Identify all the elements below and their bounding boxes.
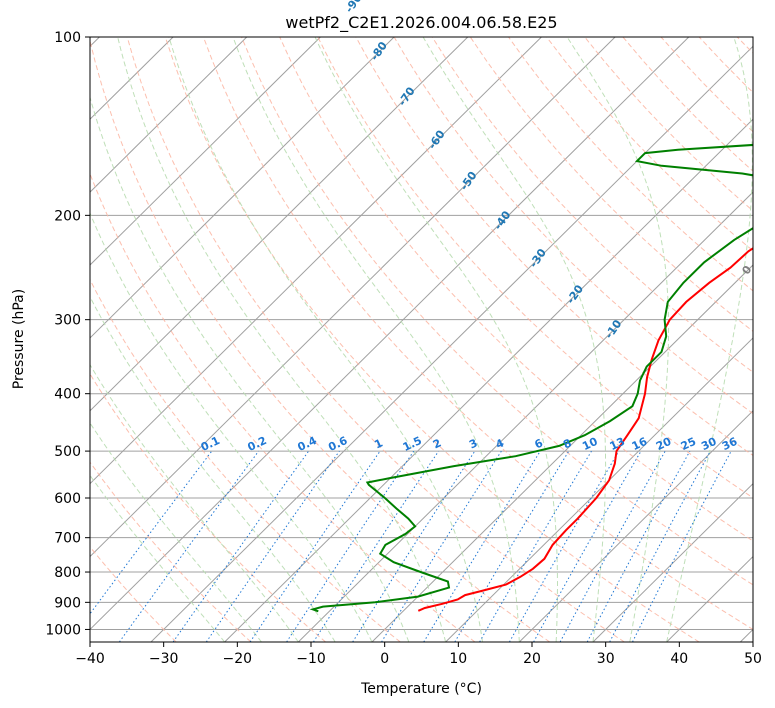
x-tick-label: −40 (75, 651, 105, 667)
y-tick-label: 900 (54, 595, 81, 611)
x-tick-label: 20 (523, 651, 541, 667)
x-tick-label: 10 (449, 651, 467, 667)
dry-adiabat-line (90, 461, 252, 642)
isotherm-line (518, 410, 753, 642)
moist-adiabat-line (90, 363, 299, 642)
dry-adiabat-line (469, 37, 753, 332)
chart-title: wetPf2_C2E1.2026.004.06.58.E25 (285, 13, 557, 33)
isotherm-line (150, 45, 753, 642)
y-axis-label: Pressure (hPa) (11, 289, 27, 389)
x-tick-label: 40 (670, 651, 688, 667)
y-tick-label: 1000 (45, 622, 81, 638)
isotherm-line (90, 37, 321, 266)
isotherm-line (90, 37, 616, 558)
isotherm-line (90, 37, 395, 339)
moist-adiabat-line (117, 37, 447, 642)
y-tick-label: 800 (54, 565, 81, 581)
y-tick-label: 200 (54, 208, 81, 224)
mixing-ratio-label: 13 (608, 435, 627, 453)
isotherm-line (297, 191, 753, 642)
x-tick-label: 50 (744, 651, 762, 667)
plot-frame (89, 36, 754, 643)
profile-lines (309, 143, 753, 613)
mixing-ratio-line (286, 450, 415, 642)
moist-adiabat-line (90, 295, 336, 642)
dry-adiabat-line (393, 37, 753, 415)
moist-adiabat-line (90, 211, 373, 642)
x-tick-label: −20 (223, 651, 253, 667)
mixing-ratio-label: 10 (580, 435, 600, 453)
mixing-ratio-label: 25 (679, 435, 698, 453)
moist-adiabat-line (232, 37, 520, 642)
dry-adiabat-line (90, 172, 476, 642)
dry-adiabat-line (90, 278, 401, 642)
y-tick-label: 700 (54, 531, 81, 547)
x-tick-label: 0 (380, 651, 389, 667)
dry-adiabat-line (508, 37, 753, 292)
dry-adiabat-line (90, 546, 177, 642)
mixing-ratio-line (586, 450, 691, 642)
mixing-ratio-line (559, 450, 666, 642)
temperature-profile (417, 247, 753, 612)
y-tick-label: 100 (54, 30, 81, 46)
mixing-ratio-line (249, 450, 381, 642)
mixing-ratio-line (533, 450, 642, 642)
isotherm-line (90, 37, 469, 412)
moist-adiabat-line (314, 37, 558, 642)
y-tick-label: 500 (54, 444, 81, 460)
mixing-ratio-line (90, 450, 213, 615)
dry-adiabat-line (90, 372, 326, 642)
mixing-ratio-label: 20 (654, 435, 674, 453)
x-axis-label: Temperature (°C) (360, 681, 482, 697)
isotherm-line (445, 337, 753, 642)
moist-adiabat-line (566, 37, 670, 642)
dry-adiabat-line (317, 37, 753, 499)
dewpoint-profile (309, 143, 753, 613)
mixing-ratio-line (205, 450, 340, 642)
dry-adiabat-line (126, 37, 625, 642)
moist-adiabat-line (666, 37, 753, 642)
moist-adiabat-line (90, 95, 410, 642)
mixing-ratio-label: 36 (720, 435, 740, 453)
isotherm-line (224, 118, 753, 642)
mixing-ratio-line (172, 450, 310, 642)
isotherm-line (592, 482, 753, 642)
x-tick-label: −30 (149, 651, 179, 667)
isotherm-line (371, 264, 753, 642)
mixing-ratio-line (312, 450, 440, 642)
mixing-ratio-label: 16 (630, 435, 650, 453)
mixing-ratio-label: 30 (699, 435, 719, 453)
mixing-ratio-line (423, 450, 541, 642)
x-tick-label: −10 (296, 651, 326, 667)
y-tick-label: 600 (54, 491, 81, 507)
moist-adiabat-line (168, 37, 483, 642)
isotherm-line (90, 37, 542, 485)
dry-adiabat-line (90, 38, 550, 642)
dry-adiabat-line (164, 37, 700, 642)
x-tick-label: 30 (597, 651, 615, 667)
dry-adiabat-line (241, 37, 753, 586)
axis-ticks: −40 −30 −20 −10 0 10 20 30 40 50 100 200 300 400 500 60… (45, 30, 762, 667)
dry-adiabat-line (202, 37, 753, 630)
y-tick-label: 400 (54, 387, 81, 403)
mixing-ratio-line (352, 450, 476, 642)
background-lines (90, 37, 753, 642)
y-tick-label: 300 (54, 313, 81, 329)
mixing-ratio-line (118, 450, 260, 642)
isotherm-line (90, 37, 248, 193)
